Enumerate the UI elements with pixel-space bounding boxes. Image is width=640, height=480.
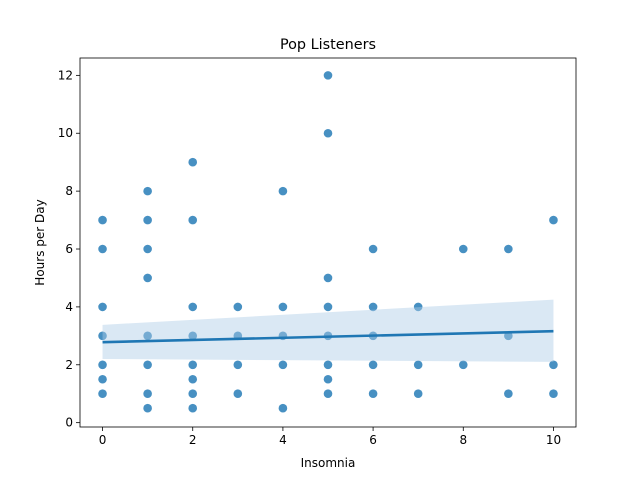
- x-tick-label: 4: [279, 433, 287, 447]
- chart-title: Pop Listeners: [280, 37, 376, 53]
- data-point: [413, 360, 423, 370]
- data-point: [188, 389, 198, 399]
- data-point: [143, 360, 152, 370]
- x-tick-label: 6: [369, 433, 377, 447]
- data-point: [504, 331, 513, 341]
- axes-frame: [79, 57, 577, 428]
- y-tick-label: 10: [58, 126, 73, 140]
- data-point: [323, 273, 333, 283]
- data-point: [413, 389, 423, 399]
- data-point: [143, 244, 152, 254]
- data-point: [278, 403, 288, 413]
- data-point: [143, 215, 152, 225]
- data-point: [98, 389, 107, 399]
- y-tick-label: 2: [65, 358, 73, 372]
- x-axis-label: Insomnia: [301, 456, 356, 470]
- plot-area: [98, 71, 558, 413]
- data-point: [323, 302, 333, 312]
- data-point: [323, 389, 333, 399]
- data-point: [98, 374, 107, 384]
- data-point: [98, 360, 107, 370]
- data-point: [413, 302, 423, 312]
- data-point: [458, 244, 468, 254]
- data-point: [323, 128, 333, 138]
- data-point: [98, 331, 107, 341]
- data-point: [368, 244, 378, 254]
- y-tick-label: 4: [65, 300, 73, 314]
- y-axis-label: Hours per Day: [33, 199, 47, 285]
- data-point: [98, 215, 107, 225]
- confidence-band: [102, 299, 554, 362]
- x-tick-label: 10: [546, 433, 561, 447]
- data-point: [323, 374, 333, 384]
- x-axis: 0 2 4 6 8 10: [99, 427, 561, 447]
- data-point: [368, 389, 378, 399]
- data-point: [278, 186, 288, 196]
- data-point: [368, 302, 378, 312]
- data-point: [188, 360, 198, 370]
- data-point: [368, 360, 378, 370]
- data-point: [98, 244, 107, 254]
- y-tick-label: 12: [58, 68, 73, 82]
- data-point: [188, 374, 198, 384]
- data-point: [278, 302, 288, 312]
- y-tick-label: 0: [65, 416, 73, 430]
- data-point: [143, 389, 152, 399]
- data-point: [233, 302, 243, 312]
- data-point: [188, 302, 198, 312]
- data-point: [188, 403, 198, 413]
- x-tick-label: 2: [189, 433, 197, 447]
- data-point: [143, 403, 152, 413]
- data-point: [458, 360, 468, 370]
- data-point: [98, 302, 107, 312]
- data-point: [188, 331, 198, 341]
- data-point: [233, 389, 243, 399]
- data-point: [233, 360, 243, 370]
- y-tick-label: 8: [65, 184, 73, 198]
- data-point: [549, 360, 558, 370]
- data-point: [278, 360, 288, 370]
- data-point: [504, 244, 513, 254]
- data-point: [188, 157, 198, 167]
- y-tick-label: 6: [65, 242, 73, 256]
- x-tick-label: 0: [99, 433, 107, 447]
- data-point: [143, 331, 152, 341]
- data-point: [504, 389, 513, 399]
- data-point: [143, 273, 152, 283]
- regression-line: [102, 329, 554, 344]
- data-point: [143, 186, 152, 196]
- data-point: [323, 360, 333, 370]
- data-point: [188, 215, 198, 225]
- y-axis: 0 2 4 6 8 10 12: [58, 68, 80, 430]
- data-point: [549, 215, 558, 225]
- data-point: [323, 71, 333, 80]
- data-point: [549, 389, 558, 399]
- x-tick-label: 8: [459, 433, 467, 447]
